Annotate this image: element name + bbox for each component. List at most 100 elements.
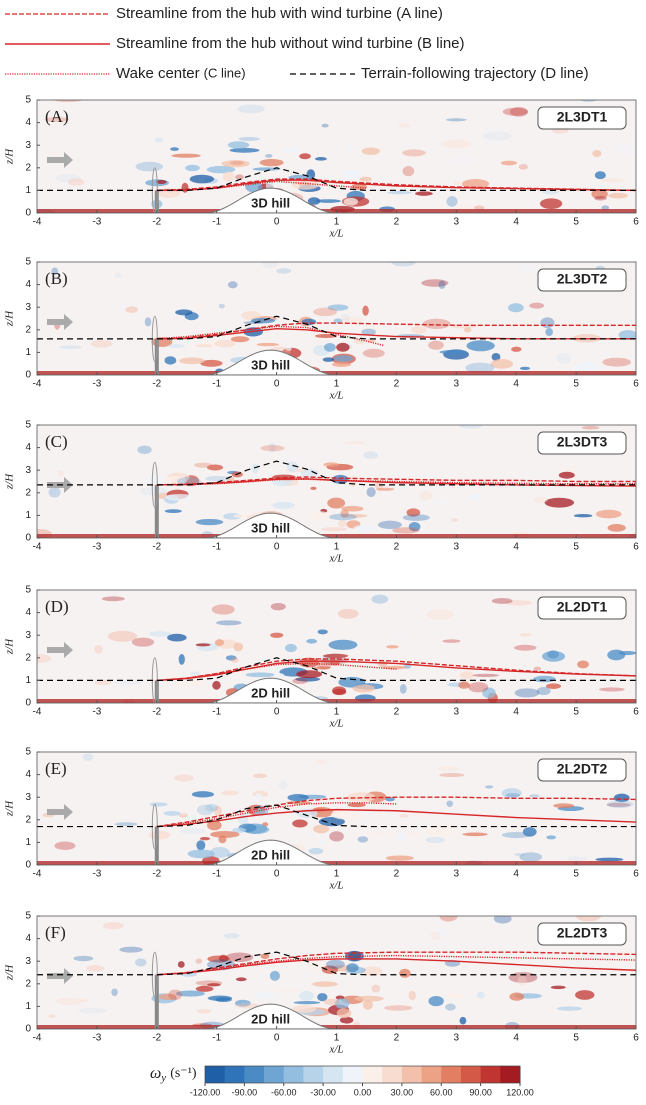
inflow-arrow [47, 152, 73, 168]
vorticity-blob [179, 357, 205, 365]
vorticity-blob [556, 1006, 583, 1011]
vorticity-blob [415, 191, 433, 196]
colorbar-tick-label: -120.00 [190, 1087, 221, 1097]
vorticity-blob [195, 643, 211, 647]
vorticity-blob [482, 687, 496, 699]
vorticity-blob [168, 989, 183, 1001]
y-tick-label: 2 [25, 162, 31, 173]
vorticity-blob [195, 958, 203, 964]
vorticity-blob [485, 785, 494, 789]
hill [204, 839, 337, 865]
vorticity-blob [330, 809, 360, 820]
vorticity-blob [546, 835, 556, 840]
vorticity-blob [135, 958, 147, 967]
vorticity-blob [235, 1002, 259, 1009]
vorticity-blob [558, 471, 575, 479]
streamline [156, 476, 636, 486]
vorticity-blob [313, 307, 338, 317]
case-box [537, 106, 627, 130]
vorticity-blob [458, 425, 483, 429]
x-tick-label: -4 [33, 869, 42, 880]
vorticity-blob [490, 359, 514, 369]
panel-label: (E) [45, 759, 67, 778]
vorticity-blob [362, 348, 385, 358]
x-tick-label: 2 [394, 542, 400, 553]
vorticity-blob [529, 302, 545, 309]
case-label: 2L3DT2 [557, 271, 608, 287]
vorticity-blob [229, 147, 260, 153]
vorticity-blob [518, 164, 528, 170]
x-tick-label: -1 [212, 217, 221, 228]
x-tick-label: 5 [573, 707, 579, 718]
vorticity-blob [48, 1014, 56, 1018]
x-tick-label: -3 [92, 542, 101, 553]
vorticity-blob [174, 774, 194, 782]
vorticity-blob [427, 826, 455, 837]
vorticity-blob [468, 682, 489, 693]
vorticity-blob [189, 174, 215, 184]
streamline [37, 657, 636, 681]
y-tick-label: 1 [25, 510, 31, 521]
y-axis-label: z/H [4, 964, 16, 981]
y-tick-label: 4 [25, 933, 31, 944]
panel-label: (B) [45, 269, 68, 288]
vorticity-blob [402, 514, 430, 521]
colorbar-segment [460, 1066, 482, 1083]
vorticity-blob [187, 849, 215, 859]
x-tick-label: 1 [334, 217, 340, 228]
vorticity-blob [594, 171, 606, 180]
streamline [37, 167, 636, 191]
turbine-tower [154, 484, 159, 538]
vorticity-blob [446, 196, 458, 207]
vorticity-blob [306, 638, 318, 644]
x-axis-label: x/L [328, 390, 343, 402]
vorticity-blob [518, 263, 539, 272]
vorticity-blob [329, 513, 357, 521]
vorticity-blob [287, 461, 299, 473]
vorticity-blob [299, 990, 314, 1001]
vorticity-blob [332, 686, 347, 695]
vorticity-blob [329, 831, 344, 842]
vorticity-blob [509, 992, 525, 1001]
x-tick-label: 3 [454, 217, 460, 228]
colorbar-label-part: ω [150, 1065, 161, 1082]
x-tick-label: 3 [454, 869, 460, 880]
vorticity-blob [577, 660, 589, 669]
vorticity-blob [575, 990, 595, 1000]
y-tick-label: 1 [25, 1001, 31, 1012]
vorticity-blob [533, 666, 542, 671]
vorticity-blob [94, 679, 112, 686]
x-axis-label: x/L [328, 880, 343, 892]
vorticity-blob [50, 150, 60, 156]
vorticity-blob [377, 660, 388, 668]
vorticity-blob [439, 916, 458, 922]
colorbar-segment [283, 1066, 304, 1083]
y-tick-label: 2 [25, 652, 31, 663]
vorticity-blob [606, 800, 634, 809]
vorticity-blob [285, 346, 292, 351]
vorticity-blob [608, 192, 628, 199]
vorticity-blob [472, 673, 500, 677]
vorticity-blob [94, 644, 104, 654]
x-tick-label: 6 [633, 542, 639, 553]
vorticity-blob [502, 107, 528, 116]
vorticity-blob [199, 837, 211, 841]
vorticity-blob [57, 470, 64, 477]
vorticity-blob [230, 657, 239, 663]
vorticity-blob [195, 303, 204, 309]
x-tick-label: 6 [633, 217, 639, 228]
vorticity-blob [58, 345, 82, 350]
vorticity-blob [392, 527, 420, 534]
vorticity-blob [176, 678, 205, 688]
vorticity-blob [51, 267, 59, 276]
vorticity-blob [238, 136, 260, 141]
streamline [156, 660, 637, 682]
colorbar-segment [205, 1066, 226, 1083]
x-tick-label: -1 [212, 1033, 221, 1044]
vorticity-blob [148, 830, 171, 840]
y-tick-label: 5 [25, 95, 31, 106]
vorticity-blob [268, 442, 276, 452]
y-tick-label: 4 [25, 769, 31, 780]
vorticity-blob [256, 342, 279, 347]
vorticity-blob [566, 856, 588, 862]
